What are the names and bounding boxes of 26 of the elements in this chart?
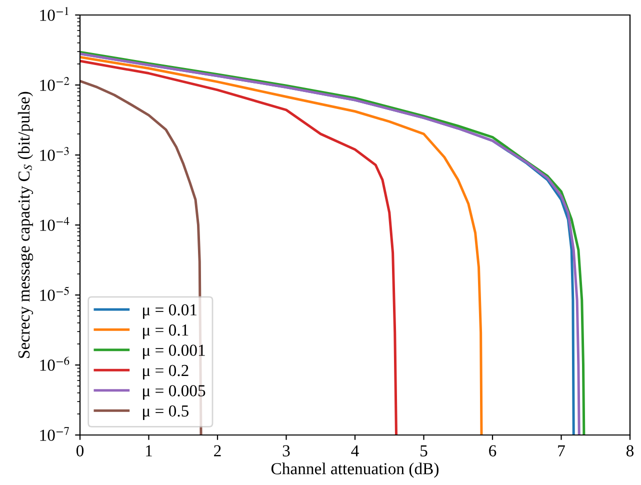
legend-label: μ = 0.2 [143, 364, 188, 380]
y-tick-label: 10$^{−6}$ [40, 356, 70, 371]
x-axis-title: Channel attenuation (dB) [271, 462, 439, 478]
legend-label: μ = 0.005 [143, 385, 206, 400]
legend-label: μ = 0.1 [143, 324, 188, 340]
line-series [80, 56, 483, 435]
y-tick-label: 10$^{−2}$ [40, 76, 70, 91]
x-tick-label: 3 [282, 445, 290, 456]
y-tick-label: 10$^{−1}$ [40, 6, 68, 21]
y-axis-title: Secrecy message capacity C$_{S}$ (bit/pulse) [18, 92, 34, 358]
x-tick-label: 0 [76, 445, 84, 456]
x-tick-label: 1 [146, 445, 152, 456]
x-tick-label: 4 [351, 445, 359, 456]
x-tick-label: 7 [558, 445, 565, 456]
legend-label: μ = 0.5 [143, 405, 189, 420]
legend-label: μ = 0.001 [143, 344, 205, 360]
x-tick-label: 8 [626, 445, 634, 456]
y-tick-label: 10$^{−4}$ [40, 216, 70, 231]
x-tick-label: 6 [489, 445, 496, 456]
y-tick-label: 10$^{−7}$ [40, 427, 69, 441]
line-series [80, 60, 398, 435]
x-tick-label: 2 [214, 445, 221, 456]
y-tick-label: 10$^{−3}$ [40, 146, 69, 161]
x-tick-label: 5 [420, 445, 428, 456]
y-tick-label: 10$^{−5}$ [40, 286, 69, 301]
legend-label: μ = 0.01 [143, 304, 196, 319]
